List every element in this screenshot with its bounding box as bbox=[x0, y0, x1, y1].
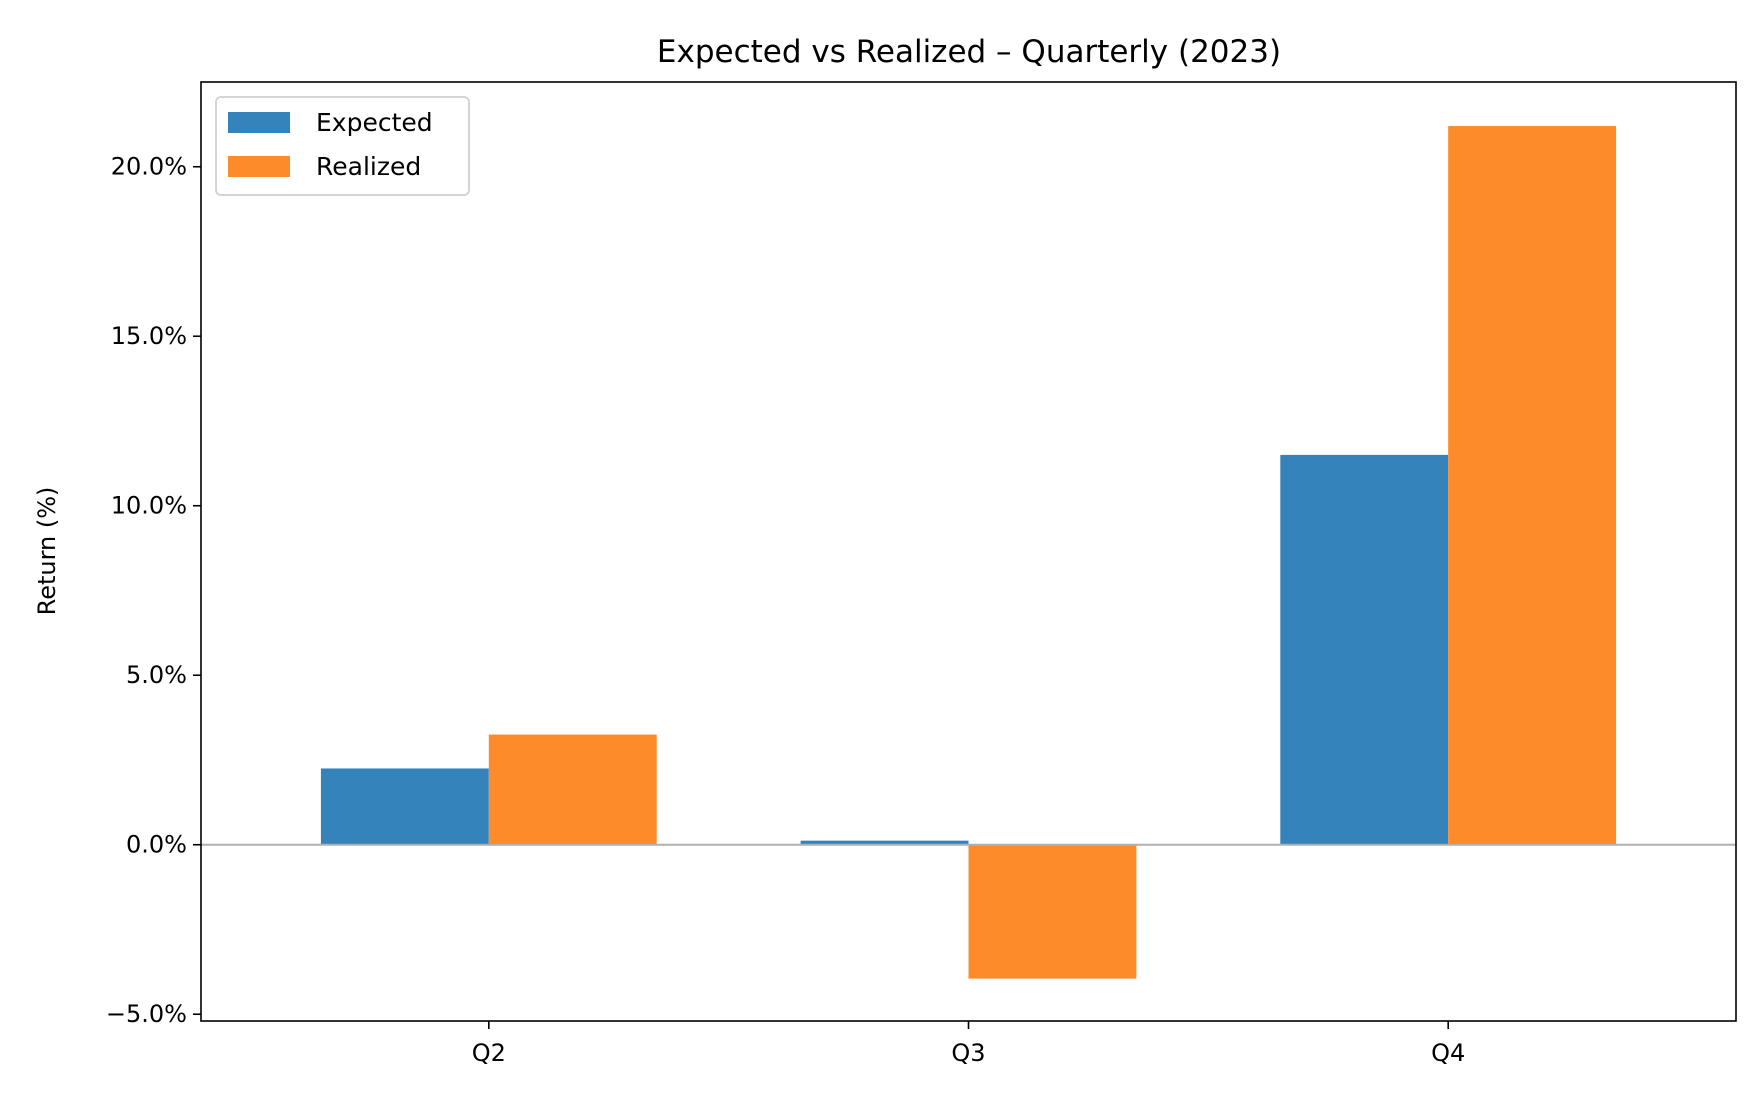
bar-realized-q2 bbox=[488, 734, 657, 845]
bar-expected-q2 bbox=[320, 768, 489, 845]
legend-label-expected: Expected bbox=[316, 108, 433, 137]
plot-area: −5.0% 0.0% 5.0% 10.0% 15.0% 20.0% Q2 Q3 Q4 bbox=[106, 126, 1736, 1067]
plot-frame bbox=[200, 81, 1737, 1022]
y-tick-label: 15.0% bbox=[111, 322, 187, 350]
bar-realized-q3 bbox=[968, 844, 1137, 979]
x-tick-label: Q2 bbox=[472, 1039, 506, 1067]
x-tick-label: Q4 bbox=[1431, 1039, 1465, 1067]
y-tick-label: −5.0% bbox=[106, 1000, 187, 1028]
legend: Expected Realized bbox=[215, 96, 470, 196]
bar-realized-q4 bbox=[1448, 126, 1617, 845]
chart-title: Expected vs Realized – Quarterly (2023) bbox=[657, 34, 1281, 70]
bar-expected-q4 bbox=[1280, 454, 1449, 845]
legend-label-realized: Realized bbox=[316, 152, 421, 181]
y-axis-label: Return (%) bbox=[33, 487, 61, 616]
legend-swatch-realized bbox=[228, 156, 290, 177]
y-tick-label: 0.0% bbox=[126, 831, 187, 859]
y-tick-label: 5.0% bbox=[126, 661, 187, 689]
y-tick-label: 10.0% bbox=[111, 492, 187, 520]
y-tick-label: 20.0% bbox=[111, 153, 187, 181]
bar-expected-q3 bbox=[800, 840, 969, 845]
x-tick-label: Q3 bbox=[951, 1039, 985, 1067]
legend-swatch-expected bbox=[228, 112, 290, 133]
